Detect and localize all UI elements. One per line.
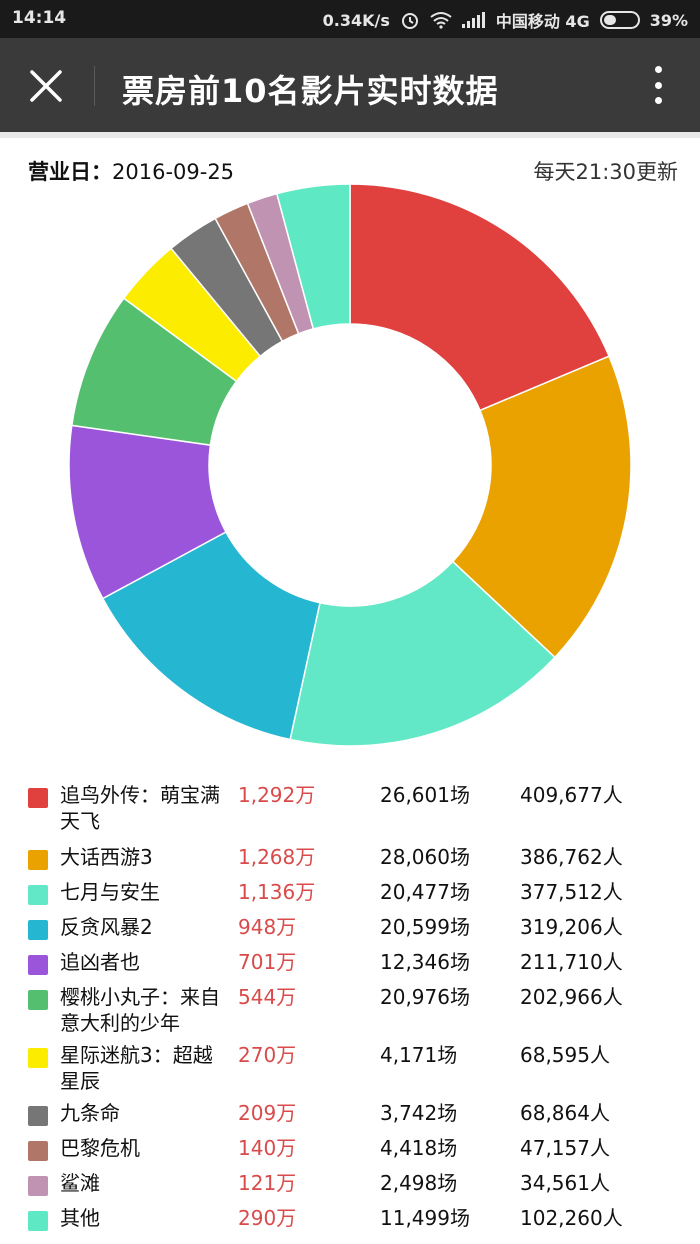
- film-revenue: 121万: [238, 1171, 297, 1195]
- donut-slice-4[interactable]: [101, 530, 321, 741]
- film-attendance: 102,260人: [520, 1206, 623, 1230]
- film-name: 追凶者也: [60, 950, 140, 974]
- legend-swatch: [28, 955, 48, 975]
- film-name: 其他: [60, 1206, 100, 1230]
- more-vertical-icon: [654, 66, 662, 73]
- legend-swatch: [28, 850, 48, 870]
- film-revenue: 140万: [238, 1136, 297, 1160]
- film-name: 反贪风暴2: [60, 915, 153, 939]
- film-revenue: 544万: [238, 985, 297, 1009]
- carrier-label: 中国移动 4G: [495, 12, 590, 31]
- film-attendance: 377,512人: [520, 880, 623, 904]
- film-shows: 3,742场: [380, 1101, 458, 1125]
- film-attendance: 47,157人: [520, 1136, 610, 1160]
- film-shows: 4,171场: [380, 1043, 458, 1067]
- film-name: 七月与安生: [60, 880, 160, 904]
- signal-icon: [461, 12, 485, 28]
- legend-swatch: [28, 1048, 48, 1068]
- legend-swatch: [28, 885, 48, 905]
- legend-swatch: [28, 1176, 48, 1196]
- film-revenue: 209万: [238, 1101, 297, 1125]
- film-attendance: 68,595人: [520, 1043, 610, 1067]
- legend-swatch: [28, 990, 48, 1010]
- battery-percent: 39%: [649, 10, 688, 30]
- film-revenue: 290万: [238, 1206, 297, 1230]
- wifi-icon: [430, 12, 452, 29]
- film-shows: 20,976场: [380, 985, 470, 1009]
- title-bar: 票房前10名影片实时数据: [0, 38, 700, 132]
- film-revenue: 948万: [238, 915, 297, 939]
- donut-slice-1[interactable]: [349, 183, 611, 412]
- box-office-donut-chart: [68, 183, 632, 747]
- content-divider: [0, 132, 700, 138]
- film-name: 星际迷航3：超越星辰: [60, 1043, 213, 1093]
- film-shows: 2,498场: [380, 1171, 458, 1195]
- film-name: 追鸟外传：萌宝满天飞: [60, 783, 220, 833]
- film-attendance: 319,206人: [520, 915, 623, 939]
- battery-icon: [599, 11, 640, 29]
- film-name: 九条命: [60, 1101, 120, 1125]
- film-attendance: 34,561人: [520, 1171, 610, 1195]
- film-name: 鲨滩: [60, 1171, 100, 1195]
- film-name: 巴黎危机: [60, 1136, 140, 1160]
- film-attendance: 68,864人: [520, 1101, 610, 1125]
- film-attendance: 211,710人: [520, 950, 623, 974]
- date-row: 营业日：2016-09-25 每天21:30更新: [28, 156, 678, 186]
- more-options-button[interactable]: [644, 60, 672, 110]
- alarm-icon: [401, 13, 418, 29]
- business-date-value: 2016-09-25: [112, 160, 235, 184]
- legend-swatch: [28, 1211, 48, 1231]
- film-shows: 26,601场: [380, 783, 470, 807]
- film-name: 大话西游3: [60, 845, 153, 869]
- network-speed: 0.34K/s: [322, 10, 390, 30]
- business-date-label: 营业日：: [28, 160, 112, 184]
- update-note: 每天21:30更新: [533, 160, 678, 184]
- status-bar: 14:14 0.34K/s 中国移动 4G 39%: [0, 0, 700, 38]
- film-attendance: 386,762人: [520, 845, 623, 869]
- legend-swatch: [28, 920, 48, 940]
- donut-slice-3[interactable]: [289, 560, 556, 747]
- battery-level: [603, 15, 616, 25]
- close-button[interactable]: [22, 62, 70, 110]
- legend-swatch: [28, 1106, 48, 1126]
- legend-swatch: [28, 1141, 48, 1161]
- film-revenue: 1,136万: [238, 880, 316, 904]
- film-revenue: 1,292万: [238, 783, 316, 807]
- film-name: 樱桃小丸子：来自意大利的少年: [60, 985, 220, 1035]
- film-attendance: 202,966人: [520, 985, 623, 1009]
- legend-swatch: [28, 788, 48, 808]
- film-revenue: 701万: [238, 950, 297, 974]
- film-shows: 20,477场: [380, 880, 470, 904]
- film-shows: 11,499场: [380, 1206, 470, 1230]
- donut-slice-2[interactable]: [451, 355, 632, 659]
- film-shows: 12,346场: [380, 950, 470, 974]
- status-indicators: 0.34K/s 中国移动 4G 39%: [323, 8, 688, 32]
- film-revenue: 270万: [238, 1043, 297, 1067]
- film-shows: 20,599场: [380, 915, 470, 939]
- close-icon: [30, 70, 62, 102]
- film-shows: 4,418场: [380, 1136, 458, 1160]
- film-revenue: 1,268万: [238, 845, 316, 869]
- film-attendance: 409,677人: [520, 783, 623, 807]
- film-shows: 28,060场: [380, 845, 470, 869]
- donut-slice-11[interactable]: [275, 183, 351, 330]
- status-time: 14:14: [12, 8, 67, 28]
- page-title: 票房前10名影片实时数据: [122, 72, 499, 110]
- title-divider: [94, 66, 95, 106]
